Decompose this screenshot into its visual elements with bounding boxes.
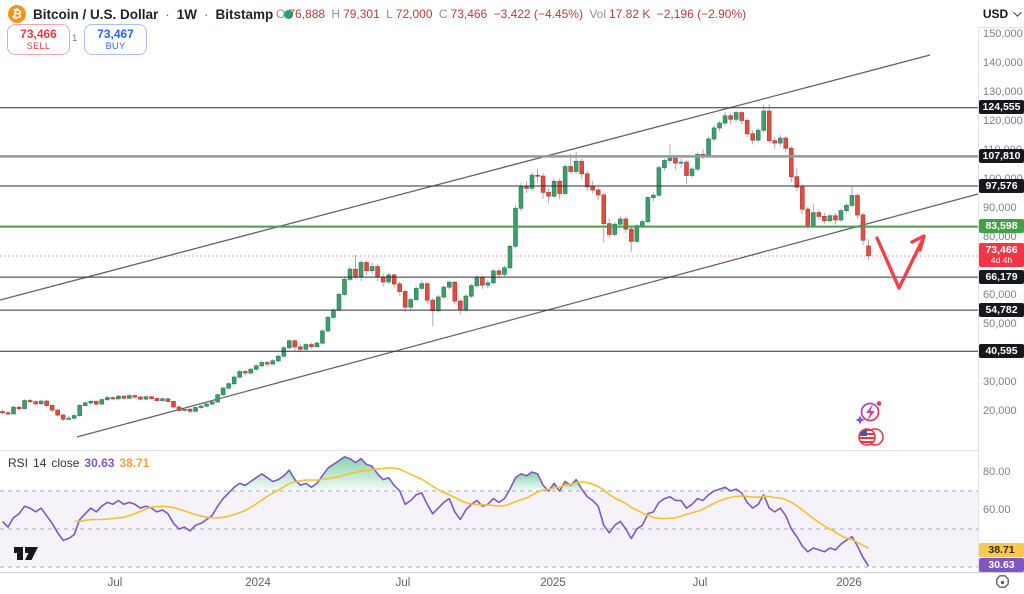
spread-value: 1 [72,33,78,44]
badge-price: 107,810 [982,149,1021,162]
open-label: O [276,7,286,21]
badge-price: 73,466 [985,244,1018,257]
badge-price: 124,555 [982,101,1021,114]
price-axis-tick: 150,000 [983,28,1023,40]
price-axis-tick: 20,000 [983,405,1017,417]
buy-button[interactable]: 73,467 BUY [84,24,147,55]
rsi-axis-tick: 60.00 [983,504,1011,516]
tradingview-logo[interactable] [14,547,38,560]
arrow-head [910,234,926,252]
buy-label: BUY [105,41,126,51]
badge-price: 83,598 [985,220,1018,233]
price-axis-tick: 30,000 [983,376,1017,388]
time-axis-label[interactable]: 2024 [245,577,271,589]
sell-price: 73,466 [20,27,57,41]
rsi-axis-badge[interactable]: 30.63 [979,558,1024,573]
badge-price: 54,782 [985,303,1018,316]
rsi-overbought-fill [230,456,400,491]
rsi-ma-value: 38.71 [119,456,150,470]
us-flag-event-icon[interactable] [858,428,884,446]
price-axis-badge[interactable]: 124,555 [979,100,1024,115]
symbol-title[interactable]: Bitcoin / U.S. Dollar [33,6,159,22]
bitcoin-icon: ₿ [6,3,28,25]
volume-label: Vol [589,7,606,21]
timeframe-label[interactable]: 1W [176,6,198,22]
symbol-header[interactable]: ₿ Bitcoin / U.S. Dollar · 1W · Bitstamp [6,3,294,25]
rsi-line [1,455,870,567]
rsi-axis-badge[interactable]: 38.71 [979,542,1024,557]
exchange-label[interactable]: Bitstamp [215,6,274,22]
close-value: 73,466 [450,7,488,21]
buy-price: 73,467 [97,27,134,41]
time-axis-label[interactable]: 2026 [836,577,862,589]
rsi-title: RSI [8,456,29,470]
price-axis-tick: 120,000 [983,115,1023,127]
price-axis-tick: 130,000 [983,86,1023,98]
price-axis-badge[interactable]: 54,782 [979,302,1024,317]
rsi-value: 30.63 [84,456,115,470]
price-axis-tick: 60,000 [983,289,1017,301]
arrow-drawing[interactable] [875,236,925,290]
badge-price: 66,179 [985,270,1018,283]
low-value: 72,000 [395,7,433,21]
price-axis-tick: 80,000 [983,231,1017,243]
ohlc-readout: O 76,888 H 79,301 L 72,000 C 73,466 −3,422 (… [276,7,749,21]
price-axis-badge[interactable]: 107,810 [979,148,1024,163]
volume-change-value: −2,196 (−2.90%) [656,7,747,21]
time-axis-label[interactable]: 2025 [540,577,566,589]
high-value: 79,301 [343,7,380,21]
price-axis-tick: 50,000 [983,318,1017,330]
price-axis-badge[interactable]: 97,576 [979,178,1024,193]
chevron-down-icon [1013,7,1022,17]
price-axis-tick: 140,000 [983,57,1023,69]
volume-value: 17.82 K [609,7,651,21]
market-status-icon [284,9,294,19]
price-axis-tick: 90,000 [983,202,1017,214]
trendline[interactable] [0,54,931,301]
badge-price: 40,595 [985,344,1018,357]
time-axis-label[interactable]: Jul [107,577,123,589]
ai-event-icon[interactable] [855,400,883,425]
trendline[interactable] [76,193,979,438]
badge-price: 97,576 [985,179,1018,192]
high-label: H [331,7,341,21]
settings-gear-icon[interactable] [994,574,1011,594]
sell-button[interactable]: 73,466 SELL [7,24,70,55]
candlesticks [0,103,871,422]
low-label: L [386,7,393,21]
rsi-axis-tick: 80.00 [983,466,1011,478]
price-axis-badge[interactable]: 66,179 [979,269,1024,284]
currency-label: USD [982,6,1009,21]
sell-label: SELL [26,41,51,51]
price-axis-badge[interactable]: 73,466 4d 4h [979,243,1024,268]
rsi-length: 14 [33,456,47,470]
badge-countdown: 4d 4h [990,255,1013,266]
separator-dot: · [204,6,209,22]
close-label: C [438,7,448,21]
price-axis-badge[interactable]: 40,595 [979,343,1024,358]
change-value: −3,422 (−4.45%) [493,7,583,21]
time-axis-label[interactable]: Jul [395,577,411,589]
currency-selector[interactable]: USD [978,0,1024,28]
rsi-ma-line [74,467,869,549]
open-value: 76,888 [288,7,326,21]
rsi-indicator-legend[interactable]: RSI 14 close 30.63 38.71 [8,456,149,470]
time-axis-label[interactable]: Jul [692,577,708,589]
rsi-source: close [51,456,80,470]
separator-dot: · [165,6,170,22]
price-axis-badge[interactable]: 83,598 [979,219,1024,234]
